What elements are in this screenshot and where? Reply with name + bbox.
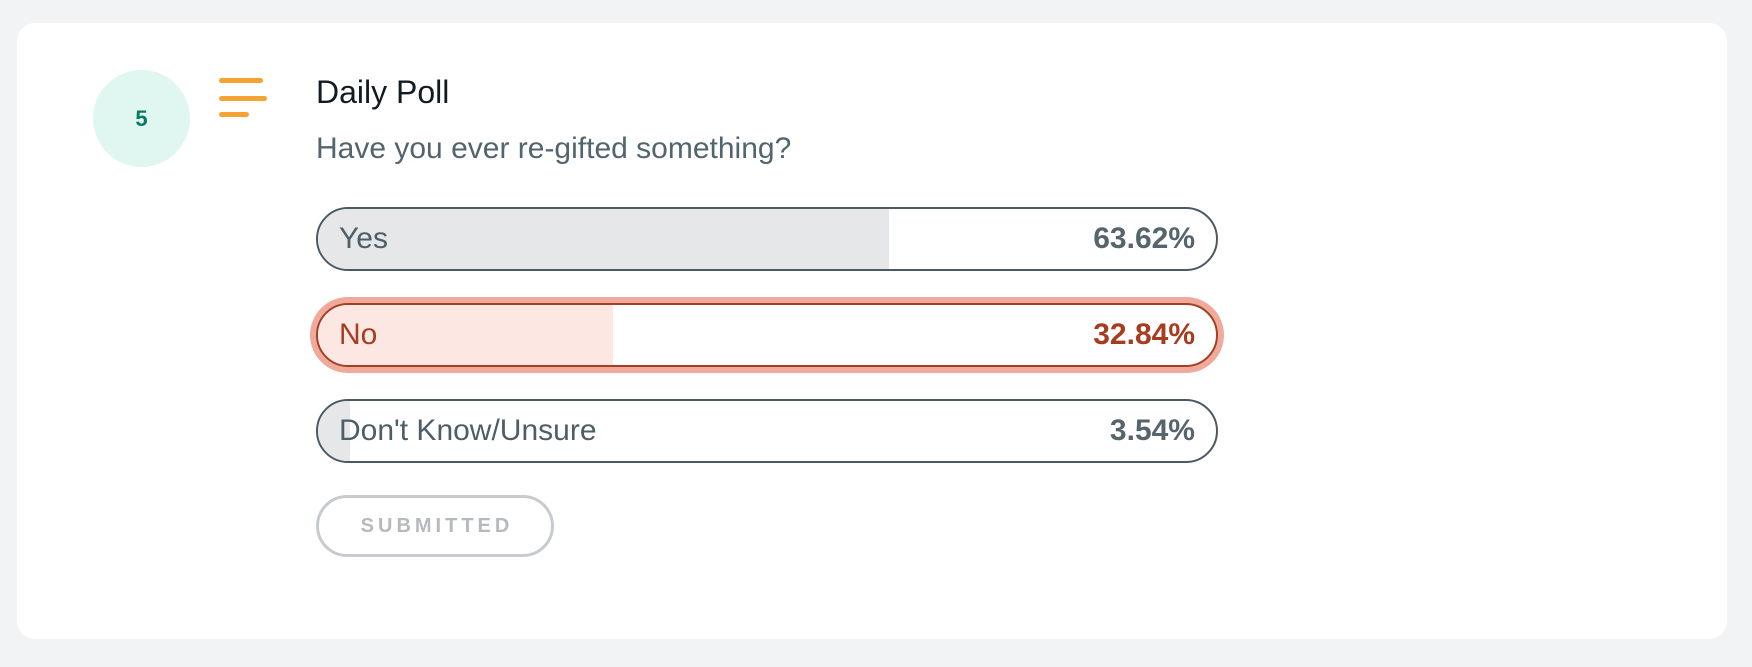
poll-title: Daily Poll (316, 74, 450, 110)
poll-option-yes[interactable]: Yes 63.62% (316, 207, 1218, 271)
menu-line (219, 96, 267, 101)
option-percent: 3.54% (1109, 414, 1195, 447)
result-fill (318, 401, 350, 461)
result-fill (318, 209, 890, 269)
result-fill (318, 305, 613, 365)
menu-lines-icon[interactable] (219, 78, 267, 120)
count-badge: 5 (93, 70, 190, 167)
option-label: No (339, 318, 378, 351)
poll-option-no[interactable]: No 32.84% (316, 303, 1218, 367)
option-label: Don't Know/Unsure (339, 414, 597, 447)
poll-question: Have you ever re-gifted something? (316, 132, 792, 165)
option-label: Yes (339, 222, 388, 255)
poll-option-dont-know[interactable]: Don't Know/Unsure 3.54% (316, 399, 1218, 463)
option-percent: 63.62% (1093, 222, 1195, 255)
submitted-button: SUBMITTED (316, 495, 554, 557)
submitted-label: SUBMITTED (360, 514, 514, 537)
count-badge-value: 5 (135, 105, 148, 131)
menu-line (219, 78, 263, 83)
option-percent: 32.84% (1093, 318, 1195, 351)
menu-line (219, 112, 249, 117)
